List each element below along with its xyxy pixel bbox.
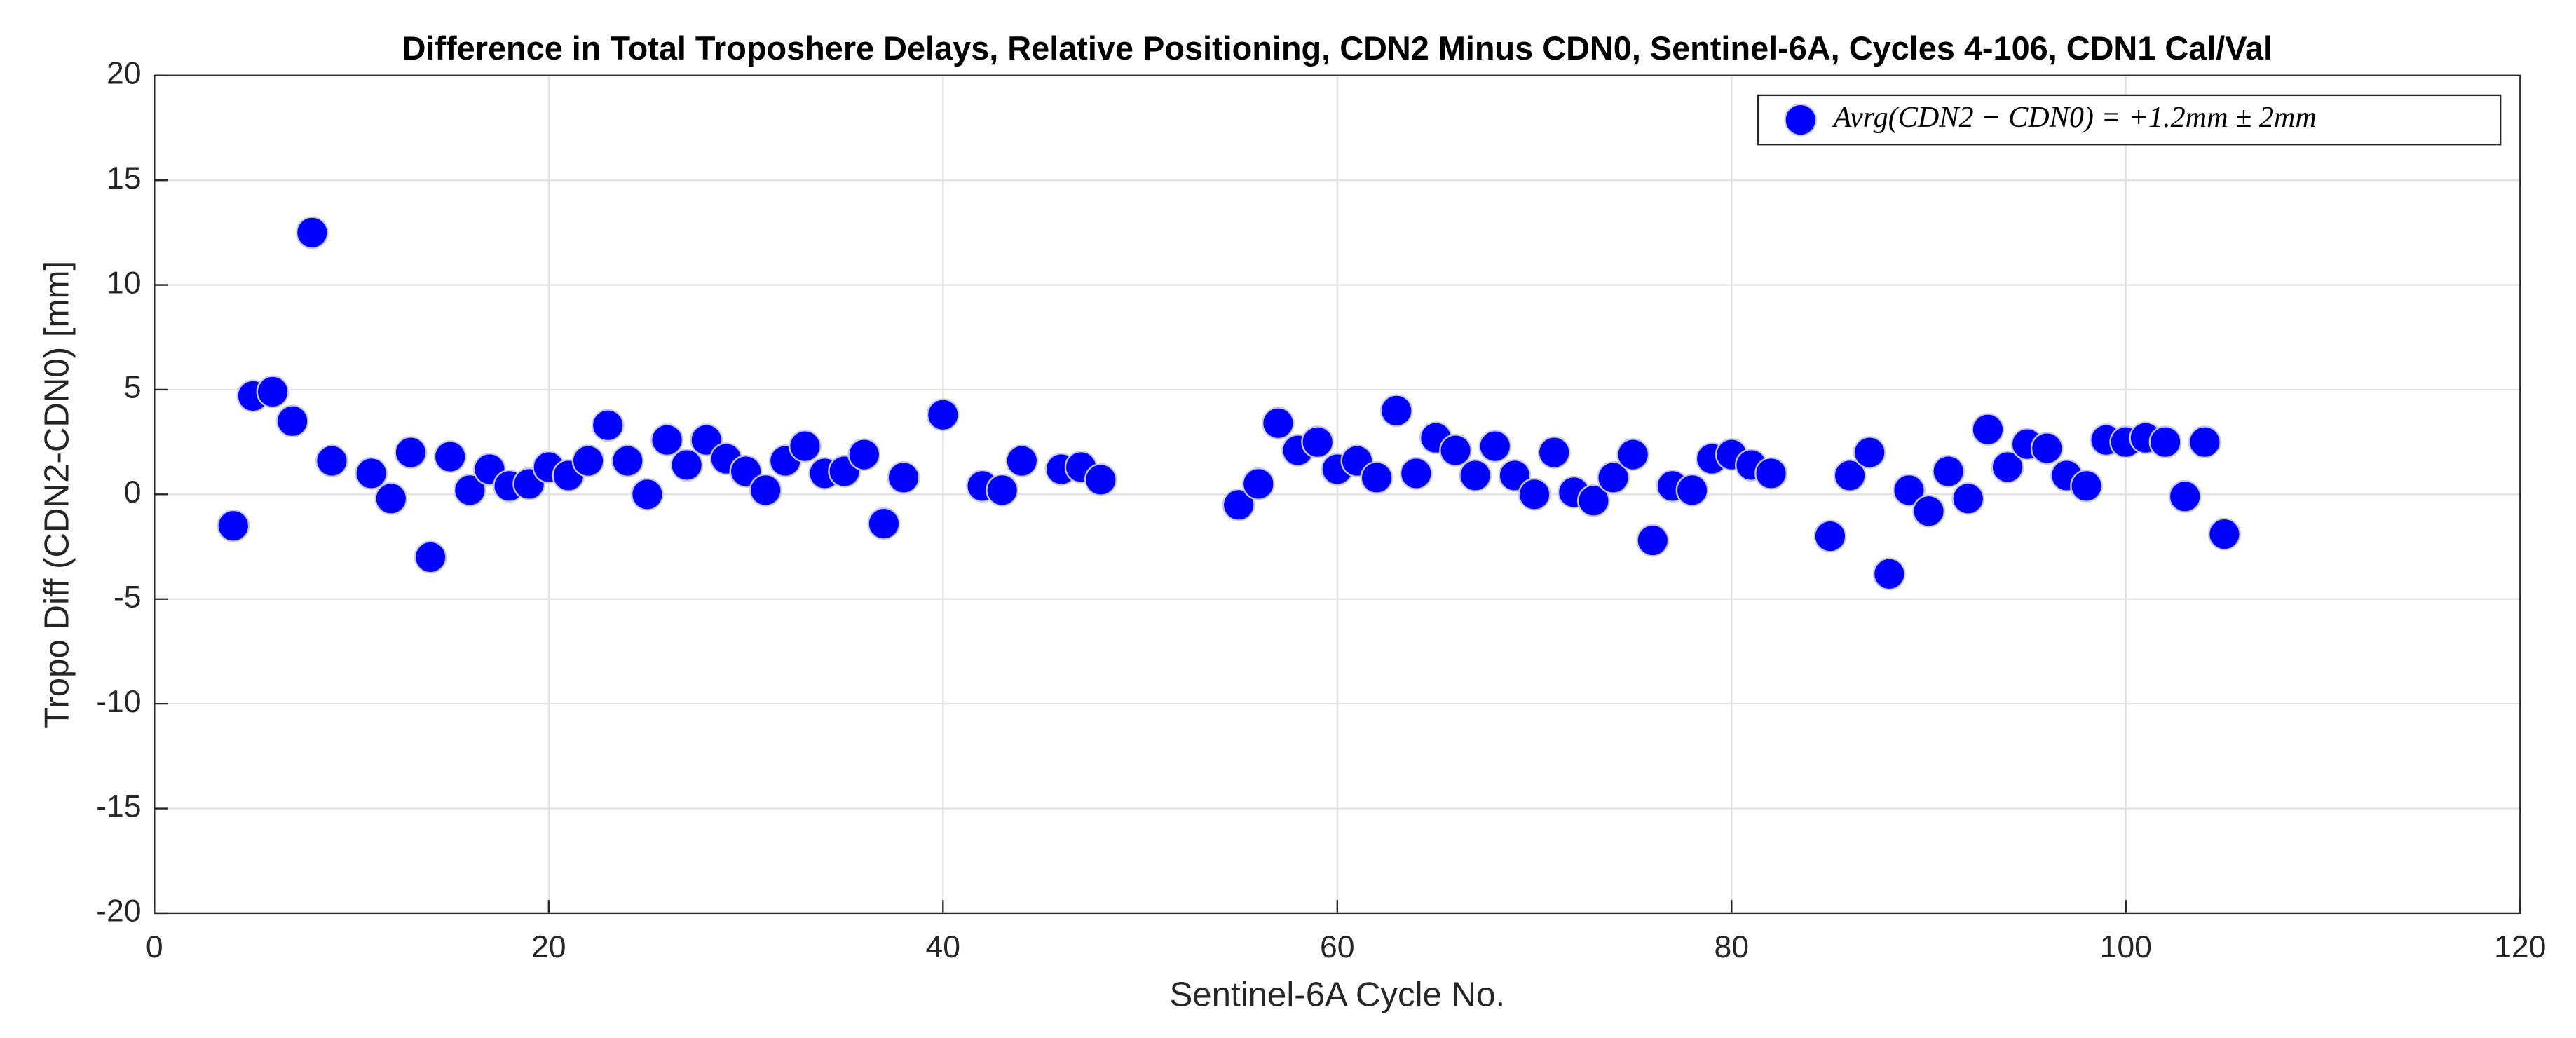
data-point: [1893, 473, 1926, 507]
data-point: [2208, 517, 2241, 551]
x-tick-label: 40: [926, 930, 961, 964]
data-point: [1537, 436, 1571, 470]
data-point: [295, 216, 329, 250]
data-point: [926, 398, 960, 432]
data-point: [2030, 432, 2064, 465]
data-point: [1872, 557, 1906, 591]
data-point: [1577, 484, 1610, 517]
plot-frame: [154, 74, 2521, 915]
y-tick-label: -5: [114, 580, 142, 615]
data-point: [1399, 457, 1433, 490]
data-point: [867, 507, 901, 540]
data-point: [256, 375, 289, 409]
data-point: [2168, 479, 2202, 513]
data-point: [1971, 413, 2005, 446]
data-point: [1636, 524, 1670, 557]
data-point: [1241, 467, 1275, 500]
y-tick-label: 0: [124, 475, 142, 510]
x-axis-label: Sentinel-6A Cycle No.: [1169, 975, 1505, 1013]
data-point: [453, 473, 486, 507]
y-tick-label: -15: [96, 789, 141, 824]
data-point: [1478, 430, 1512, 463]
data-point: [1932, 455, 1965, 488]
data-point: [631, 477, 664, 511]
data-point: [670, 449, 704, 482]
data-point: [1597, 461, 1630, 494]
y-tick-label: 5: [124, 371, 142, 405]
data-point: [374, 482, 408, 515]
data-point: [355, 457, 388, 490]
data-point: [1991, 451, 2024, 484]
legend-box: [1757, 94, 2502, 146]
data-point: [887, 461, 920, 494]
data-point: [1813, 519, 1847, 553]
data-point: [611, 444, 644, 477]
data-point: [217, 509, 250, 542]
data-point: [275, 404, 309, 438]
legend-label: Avrg(CDN2 − CDN0) = +1.2mm ± 2mm: [1832, 101, 2317, 134]
data-point: [986, 473, 1019, 507]
data-point: [2070, 469, 2103, 503]
data-point: [2148, 425, 2182, 459]
data-point: [591, 409, 625, 442]
chart-title: Difference in Total Troposhere Delays, R…: [402, 30, 2272, 67]
data-point: [749, 473, 782, 507]
data-point: [1005, 444, 1039, 477]
y-tick-label: 20: [107, 57, 142, 91]
data-point: [414, 540, 447, 574]
data-point: [1754, 457, 1787, 490]
data-point: [315, 444, 348, 477]
data-point: [789, 430, 822, 463]
data-point: [1262, 407, 1295, 440]
data-point: [847, 438, 881, 472]
data-point: [1833, 459, 1867, 492]
x-tick-label: 80: [1715, 930, 1750, 964]
data-point: [433, 440, 467, 474]
legend-marker: [1784, 103, 1818, 137]
x-tick-label: 20: [531, 930, 566, 964]
x-tick-label: 0: [146, 930, 163, 964]
data-point: [1853, 436, 1886, 470]
y-tick-label: 15: [107, 161, 142, 196]
data-point: [1518, 477, 1551, 511]
data-point: [1084, 463, 1117, 496]
data-point: [1301, 425, 1335, 459]
x-tick-label: 60: [1320, 930, 1355, 964]
data-point: [1439, 434, 1472, 467]
data-point: [2188, 425, 2221, 459]
y-axis-label: Tropo Diff (CDN2-CDN0) [mm]: [37, 261, 76, 728]
y-tick-label: -20: [96, 894, 141, 929]
legend: Avrg(CDN2 − CDN0) = +1.2mm ± 2mm: [1757, 94, 2502, 146]
y-tick-label: 10: [107, 266, 142, 300]
data-point: [1222, 488, 1255, 521]
y-tick-label: -10: [96, 685, 141, 719]
data-point: [650, 423, 683, 457]
data-point: [1459, 459, 1492, 492]
data-point: [1951, 482, 1985, 515]
data-point: [1360, 461, 1393, 494]
data-point: [394, 436, 428, 470]
data-point: [1675, 473, 1709, 507]
data-point: [1616, 438, 1650, 472]
data-point: [1379, 394, 1413, 428]
data-point: [571, 444, 605, 477]
x-tick-label: 120: [2494, 930, 2546, 964]
data-point: [1912, 494, 1945, 528]
x-tick-label: 100: [2100, 930, 2152, 964]
